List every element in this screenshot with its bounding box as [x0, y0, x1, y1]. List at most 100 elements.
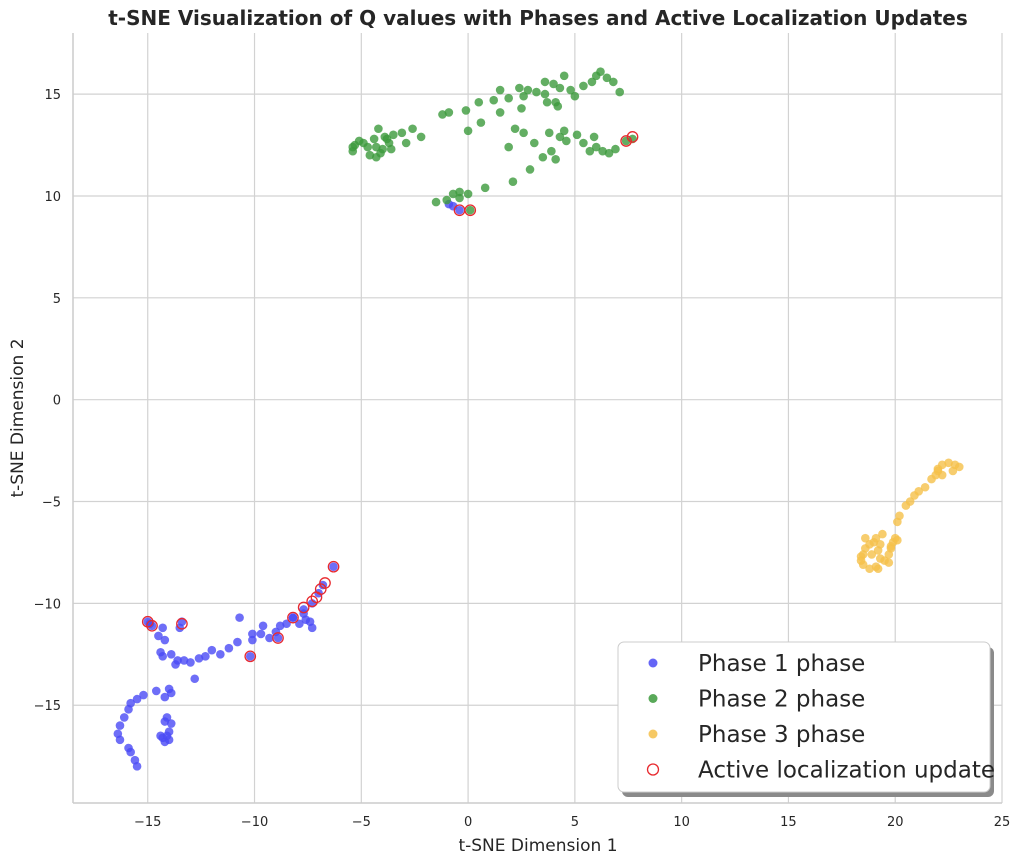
series-group	[348, 67, 637, 215]
phase-2-point	[609, 77, 618, 87]
phase-2-point	[589, 132, 599, 142]
phase-2-point	[538, 152, 548, 162]
phase-1-point	[248, 629, 257, 639]
data-points	[113, 67, 964, 771]
active-update-marker	[146, 619, 158, 632]
phase-2-point	[615, 87, 625, 97]
phase-1-point	[235, 613, 244, 622]
active-update-marker	[287, 611, 299, 624]
phase-2-point	[465, 205, 475, 215]
y-axis-label: t-SNE Dimension 2	[8, 338, 28, 497]
phase-2-point	[474, 97, 484, 107]
phase-3-point	[905, 497, 915, 506]
phase-2-point	[519, 128, 528, 138]
active-update-marker	[244, 650, 257, 663]
phase-1-point	[115, 721, 125, 730]
phase-2-point	[431, 197, 441, 207]
phase-3-point	[948, 466, 958, 476]
phase-2-point	[566, 85, 575, 95]
phase-2-point	[579, 138, 588, 148]
y-tick-label: 0	[53, 394, 61, 409]
active-update-marker	[620, 135, 632, 147]
x-tick-label: 0	[464, 815, 472, 830]
phase-1-point	[124, 743, 133, 753]
phase-1-point	[186, 658, 195, 667]
phase-2-point	[408, 124, 417, 134]
phase-2-point	[348, 142, 358, 152]
phase-3-point	[895, 511, 904, 521]
phase-3-point	[914, 487, 924, 496]
active-update-marker	[327, 560, 340, 573]
phase-3-point	[878, 529, 887, 539]
legend-marker	[648, 729, 658, 739]
x-tick-label: −10	[241, 815, 268, 830]
y-tick-label: −15	[34, 699, 61, 714]
phase-1-point	[307, 623, 317, 633]
x-tick-label: −15	[134, 815, 161, 830]
phase-1-point	[273, 633, 283, 643]
phase-2-point	[540, 77, 550, 87]
phase-2-point	[442, 195, 452, 205]
y-tick-label: −10	[34, 597, 61, 612]
series-group	[113, 199, 464, 771]
phase-1-point	[329, 562, 338, 572]
phase-3-point	[886, 542, 896, 551]
grid-lines	[73, 33, 1003, 803]
x-axis-label: t-SNE Dimension 1	[458, 836, 617, 856]
phase-1-point	[233, 637, 242, 647]
x-tick-label: 15	[780, 815, 797, 830]
phase-3-point	[954, 462, 964, 472]
phase-2-point	[579, 81, 588, 91]
phase-1-point	[166, 649, 176, 659]
phase-2-point	[611, 144, 620, 154]
x-tick-label: −5	[352, 815, 371, 830]
phase-2-point	[389, 130, 398, 140]
legend-label: Phase 2 phase	[698, 687, 865, 713]
phase-2-point	[455, 193, 464, 203]
phase-1-point	[166, 719, 176, 728]
x-tick-label: 5	[571, 815, 579, 830]
axes	[72, 33, 1002, 804]
phase-1-point	[130, 755, 140, 765]
phase-2-point	[551, 154, 560, 164]
phase-1-point	[245, 652, 255, 661]
phase-2-point	[448, 189, 458, 199]
phase-2-point	[517, 104, 526, 113]
active-update-marker	[314, 583, 327, 595]
phase-1-point	[126, 698, 135, 708]
phase-1-point	[216, 649, 225, 659]
active-update-marker	[176, 617, 188, 630]
phase-2-point	[401, 138, 411, 148]
phase-2-point	[504, 93, 513, 103]
phase-1-point	[145, 619, 155, 629]
phase-2-point	[444, 108, 454, 117]
legend-marker	[648, 694, 658, 703]
phase-1-point	[113, 729, 123, 739]
phase-1-point	[258, 621, 268, 631]
phase-2-point	[551, 97, 560, 107]
active-update-marker	[297, 601, 310, 614]
phase-3-point	[893, 535, 902, 545]
phase-2-point	[542, 97, 552, 107]
phase-2-point	[523, 85, 533, 95]
phase-2-point	[510, 124, 520, 134]
phase-2-point	[544, 128, 554, 138]
phase-2-point	[378, 144, 387, 154]
active-update-marker	[141, 615, 154, 628]
phase-1-point	[119, 713, 129, 722]
phase-2-point	[504, 142, 513, 152]
phase-2-point	[559, 71, 569, 81]
phase-1-point	[256, 629, 266, 639]
x-tick-label: 20	[887, 815, 904, 830]
phase-3-point	[865, 564, 874, 574]
phase-2-point	[382, 134, 392, 144]
active-update-marker	[272, 632, 284, 644]
phase-2-point	[416, 132, 426, 142]
phase-1-point	[265, 633, 274, 643]
phase-2-point	[596, 67, 605, 77]
x-tick-label: 25	[994, 815, 1011, 830]
phase-3-point	[856, 552, 866, 561]
phase-2-point	[555, 132, 565, 142]
phase-2-point	[532, 87, 541, 97]
